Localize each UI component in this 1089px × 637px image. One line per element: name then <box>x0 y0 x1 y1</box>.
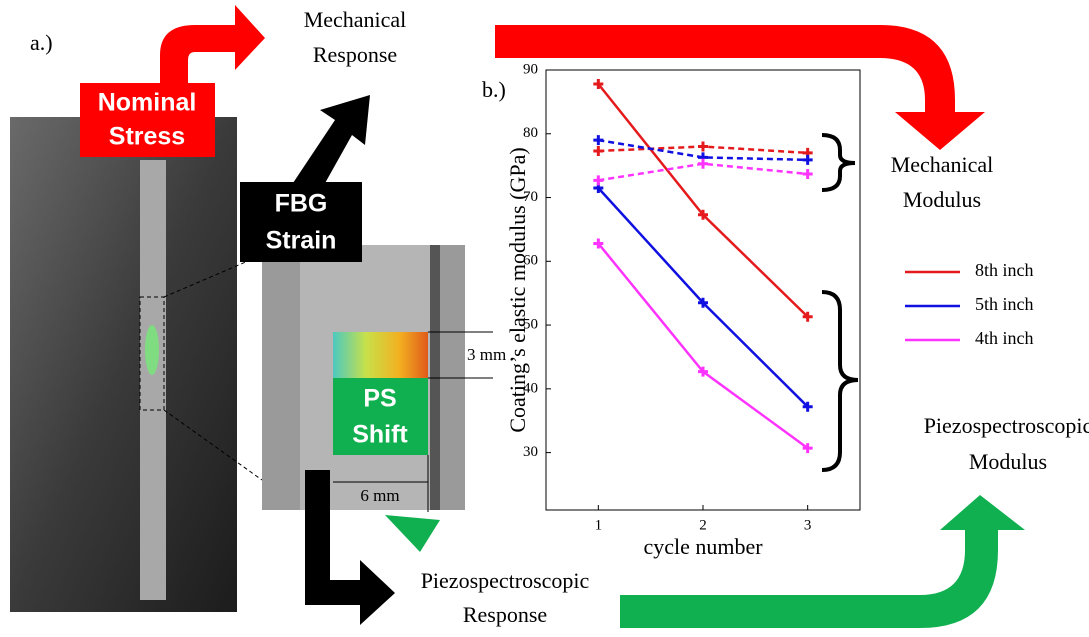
marker <box>698 366 708 377</box>
caption: Modulus <box>903 187 981 212</box>
box-label: Stress <box>109 123 185 151</box>
y-tick-label: 60 <box>523 253 538 269</box>
marker <box>802 168 813 179</box>
arrow <box>620 495 1025 628</box>
marker <box>698 297 708 308</box>
y-tick-label: 50 <box>523 317 538 333</box>
dim-label: 3 mm <box>467 345 506 364</box>
zoom-line <box>163 409 263 481</box>
glow <box>145 325 159 375</box>
dim-label: 6 mm <box>360 486 399 505</box>
panel-label: b.) <box>482 77 506 102</box>
box-label: PS <box>363 385 396 413</box>
color-map <box>333 332 428 378</box>
marker <box>593 145 604 156</box>
legend-label: 8th inch <box>975 260 1034 280</box>
caption: Modulus <box>969 449 1047 474</box>
marker <box>802 311 813 322</box>
x-tick-label: 1 <box>595 517 603 533</box>
plot-frame <box>545 69 861 511</box>
fbg-box <box>240 182 362 262</box>
brace <box>821 290 859 472</box>
arrow <box>385 515 440 552</box>
caption: Piezospectroscopic <box>421 568 590 593</box>
caption: Response <box>313 42 397 67</box>
y-tick-label: 70 <box>523 189 538 205</box>
marker <box>593 238 604 249</box>
legend-label: 4th inch <box>975 328 1034 348</box>
caption: Mechanical <box>304 7 407 32</box>
arrow <box>160 5 265 90</box>
caption: Response <box>463 602 547 627</box>
x-tick-label: 3 <box>804 517 812 533</box>
x-tick-label: 2 <box>699 517 707 533</box>
marker <box>593 135 604 146</box>
box-label: Nominal <box>98 89 197 117</box>
marker <box>593 79 604 90</box>
arrow <box>285 95 370 210</box>
x-axis-label: cycle number <box>643 534 763 559</box>
box-label: Strain <box>266 227 337 255</box>
marker <box>593 175 604 186</box>
arrow <box>305 470 395 625</box>
roi <box>139 296 165 411</box>
y-tick-label: 80 <box>523 125 538 141</box>
y-tick-label: 30 <box>523 444 538 460</box>
arrow <box>495 25 985 150</box>
specimen <box>140 160 166 600</box>
marker <box>802 443 813 454</box>
nominal-stress-box <box>80 83 215 157</box>
y-axis-label: Coating’s elastic modulus (GPa) <box>505 147 530 432</box>
marker <box>698 209 708 220</box>
box-label: Shift <box>352 421 408 449</box>
y-tick-label: 40 <box>523 380 538 396</box>
y-tick-label: 90 <box>523 61 538 77</box>
ps-box <box>333 378 428 455</box>
marker <box>698 141 708 152</box>
marker <box>802 154 813 165</box>
marker <box>698 158 708 169</box>
caption: Piezospectroscopic <box>924 413 1089 438</box>
zoom-line <box>163 254 263 298</box>
legend-label: 5th inch <box>975 294 1034 314</box>
series-line <box>597 242 809 450</box>
panel-label: a.) <box>30 30 53 55</box>
caption: Mechanical <box>891 152 994 177</box>
box-label: FBG <box>275 190 328 218</box>
marker <box>802 401 813 412</box>
photo <box>10 117 237 612</box>
brace <box>821 133 856 192</box>
series-line <box>598 138 808 162</box>
